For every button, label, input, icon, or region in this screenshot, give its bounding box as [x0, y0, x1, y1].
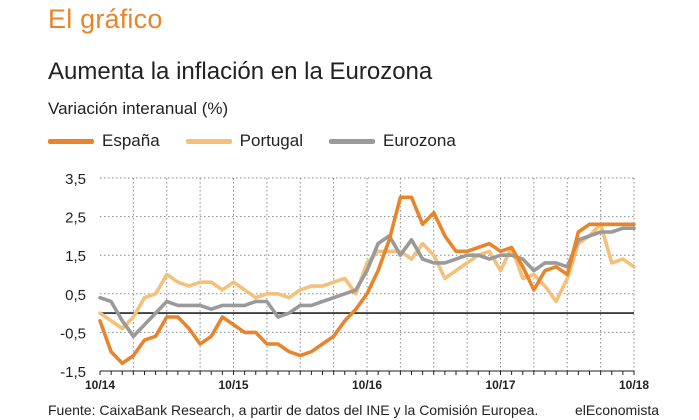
y-tick-label: 3,5	[65, 171, 86, 188]
y-tick-label: 1,5	[65, 248, 86, 265]
legend-swatch-eurozona	[329, 138, 375, 144]
x-tick-label: 10/14	[85, 378, 115, 392]
brand-label: elEconomista	[574, 402, 659, 418]
legend-swatch-espana	[48, 138, 94, 144]
y-tick-label: -1,5	[60, 364, 86, 381]
y-tick-label: 2,5	[65, 210, 86, 227]
series-line-portugal	[98, 222, 636, 331]
x-tick-label: 10/17	[485, 378, 515, 392]
x-tick-label: 10/16	[352, 378, 382, 392]
legend-item-portugal: Portugal	[185, 131, 303, 151]
chart-subtitle: Variación interanual (%)	[48, 99, 229, 118]
y-tick-label: -0,5	[60, 325, 86, 342]
chart-title: Aumenta la inflación en la Eurozona	[48, 58, 433, 85]
series-line-espana	[98, 195, 636, 366]
x-tick-label: 10/15	[218, 378, 248, 392]
source-note: Fuente: CaixaBank Research, a partir de …	[48, 402, 539, 418]
y-tick-label: 0,5	[65, 287, 86, 304]
legend-item-espana: España	[48, 131, 160, 151]
legend-label-eurozona: Eurozona	[383, 131, 456, 150]
x-tick-label: 10/18	[619, 378, 649, 392]
section-title: El gráfico	[48, 4, 163, 34]
legend-label-portugal: Portugal	[239, 131, 303, 150]
legend-item-eurozona: Eurozona	[329, 131, 456, 151]
chart-legend: España Portugal Eurozona	[48, 131, 482, 151]
legend-label-espana: España	[102, 131, 160, 150]
series-line-eurozona	[98, 226, 636, 339]
legend-swatch-portugal	[185, 138, 232, 144]
